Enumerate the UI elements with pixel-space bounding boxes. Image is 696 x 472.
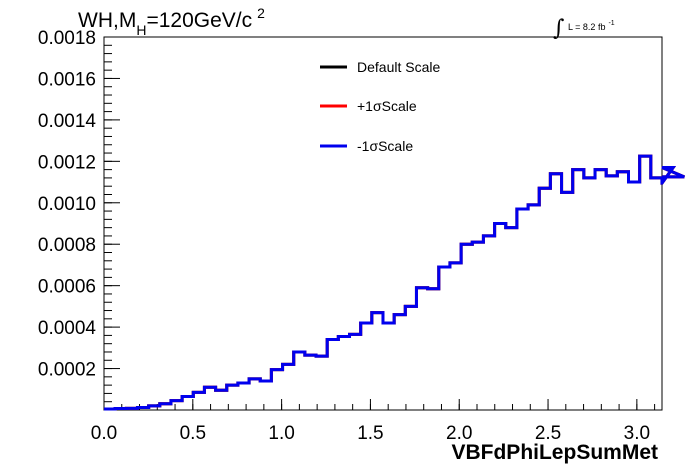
title-value: =120GeV/c [146, 9, 252, 32]
x-tick-label: 1.0 [268, 423, 294, 444]
x-tick-label: 1.5 [357, 423, 383, 444]
x-tick-label: 2.0 [446, 423, 472, 444]
x-axis-title: VBFdPhiLepSumMet [451, 441, 658, 464]
series-line-2 [104, 154, 685, 411]
series-layer [104, 154, 685, 411]
legend-label-default: Default Scale [357, 59, 440, 75]
luminosity-superscript: -1 [608, 20, 614, 27]
y-tick-label: 0.0014 [38, 111, 97, 132]
legend: Default Scale +1σScale -1σScale [320, 59, 440, 154]
y-tick-label: 0.0006 [38, 277, 96, 298]
x-tick-label: 2.5 [535, 423, 561, 444]
svg-text:WH,MH=120GeV/c2: WH,MH=120GeV/c 2 [78, 5, 265, 38]
luminosity-text: L = 8.2 fb [568, 22, 605, 32]
luminosity-label: ∫ L = 8.2 fb -1 [553, 16, 615, 41]
y-tick-label: 0.0018 [38, 28, 96, 49]
y-tick-label: 0.0004 [38, 318, 97, 339]
x-tick-label: 0.5 [180, 423, 206, 444]
svg-text:L = 8.2 fb-1: L = 8.2 fb -1 [568, 20, 615, 32]
chart-title: WH,MH=120GeV/c 2 [78, 5, 265, 38]
axis-ticks: 0.00020.00040.00060.00080.00100.00120.00… [38, 28, 656, 444]
y-tick-label: 0.0010 [38, 194, 96, 215]
x-tick-label: 3.0 [624, 423, 650, 444]
y-tick-label: 0.0002 [38, 360, 96, 381]
y-tick-label: 0.0016 [38, 69, 96, 90]
legend-label-minus1sigma: -1σScale [357, 138, 413, 154]
title-subscript: H [136, 22, 146, 38]
y-tick-label: 0.0008 [38, 235, 96, 256]
integral-symbol: ∫ [553, 16, 565, 41]
title-main: WH,M [78, 9, 136, 32]
x-tick-label: 0.0 [91, 423, 117, 444]
title-superscript: 2 [257, 5, 265, 21]
y-tick-label: 0.0012 [38, 152, 96, 173]
plot-frame [103, 36, 663, 411]
legend-label-plus1sigma: +1σScale [357, 98, 417, 114]
